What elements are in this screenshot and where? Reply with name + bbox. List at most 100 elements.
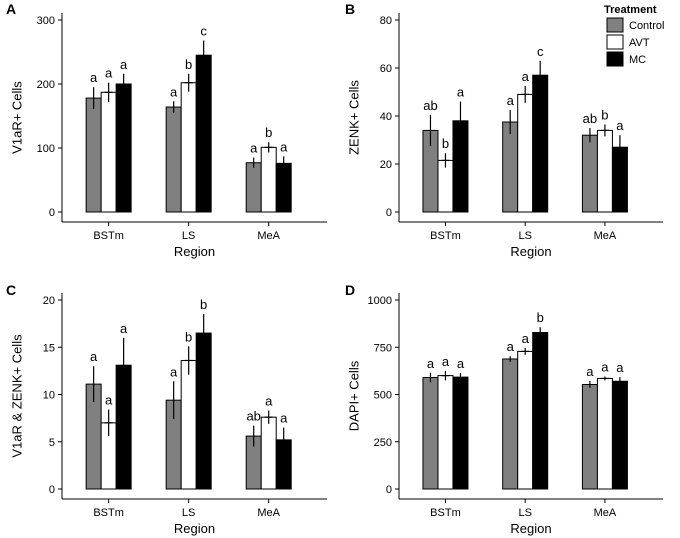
x-tick-label: MeA [594,230,617,242]
y-tick-label: 0 [49,207,55,219]
y-tick-label: 10 [43,390,55,402]
significance-letter: b [442,136,449,151]
significance-letter: a [105,66,113,81]
legend-label-avt: AVT [629,37,650,49]
legend-title: Treatment [604,4,657,16]
bar-control [165,106,182,213]
panel-letter: D [345,282,355,298]
significance-letter: b [537,310,544,325]
bar-control [85,97,102,213]
y-tick-label: 20 [380,159,392,171]
significance-letter: a [120,321,128,336]
significance-letter: a [586,364,594,379]
significance-letter: a [280,411,288,426]
y-tick-label: 250 [374,437,392,449]
x-axis-title: Region [174,244,215,259]
y-axis-title: V1aR & ZENK+ Cells [9,334,24,458]
significance-letter: ab [583,111,597,126]
significance-letter: a [250,141,258,156]
bar-avt [180,82,197,213]
y-tick-label: 750 [374,342,392,354]
significance-letter: b [185,329,192,344]
significance-letter: a [522,331,530,346]
bar-control [502,358,519,490]
bar-mc [611,380,628,490]
y-tick-label: 20 [43,295,55,307]
y-tick-label: 100 [37,143,55,155]
bar-control [245,162,262,213]
significance-letter: a [427,356,435,371]
significance-letter: a [522,69,530,84]
significance-letter: b [185,57,192,72]
y-tick-label: 0 [386,207,392,219]
panel-letter: A [6,1,16,17]
y-tick-label: 1000 [368,295,392,307]
significance-letter: a [105,393,113,408]
bar-control [502,121,519,213]
bar-mc [275,162,292,213]
significance-letter: c [200,23,207,38]
y-tick-label: 0 [386,484,392,496]
y-tick-label: 0 [49,484,55,496]
significance-letter: a [170,84,178,99]
significance-letter: a [507,93,515,108]
significance-letter: a [457,356,465,371]
significance-letter: a [90,70,98,85]
y-tick-label: 300 [37,15,55,27]
significance-letter: a [170,364,178,379]
bar-avt [260,416,277,490]
significance-letter: a [457,85,465,100]
significance-letter: a [616,360,624,375]
significance-letter: a [280,139,288,154]
significance-letter: b [265,125,272,140]
legend: Treatment Control AVT MC [604,4,664,67]
significance-letter: a [601,360,609,375]
x-tick-label: BSTm [93,507,124,519]
y-tick-label: 500 [374,390,392,402]
bar-control [581,134,598,213]
significance-letter: ab [246,409,260,424]
bar-mc [195,54,212,213]
x-axis-title: Region [510,521,551,536]
y-tick-label: 80 [380,15,392,27]
bar-mc [532,332,549,490]
significance-letter: a [120,57,128,72]
legend-label-control: Control [629,20,664,32]
bar-avt [437,375,454,490]
bar-avt [596,377,613,490]
bar-avt [100,91,117,213]
x-tick-label: BSTm [430,507,461,519]
significance-letter: a [616,118,624,133]
y-tick-label: 60 [380,63,392,75]
x-tick-label: LS [182,230,195,242]
x-tick-label: LS [182,507,195,519]
x-tick-label: BSTm [430,230,461,242]
bar-avt [437,159,454,213]
bar-mc [452,376,469,490]
bar-mc [195,332,212,490]
y-tick-label: 200 [37,79,55,91]
y-axis-title: DAPI+ Cells [346,360,361,431]
significance-letter: c [537,44,544,59]
bar-mc [532,74,549,213]
significance-letter: a [90,349,98,364]
y-axis-title: ZENK+ Cells [346,80,361,155]
y-axis-title: V1aR+ Cells [9,81,24,154]
bar-avt [596,129,613,213]
panel-letter: B [345,1,355,17]
significance-letter: b [200,297,207,312]
bar-mc [115,83,132,213]
x-axis-title: Region [510,244,551,259]
significance-letter: a [507,339,515,354]
panel-letter: C [6,282,16,298]
x-tick-label: MeA [257,507,280,519]
x-axis-title: Region [174,521,215,536]
y-tick-label: 15 [43,342,55,354]
significance-letter: ab [423,98,437,113]
x-tick-label: LS [518,507,531,519]
